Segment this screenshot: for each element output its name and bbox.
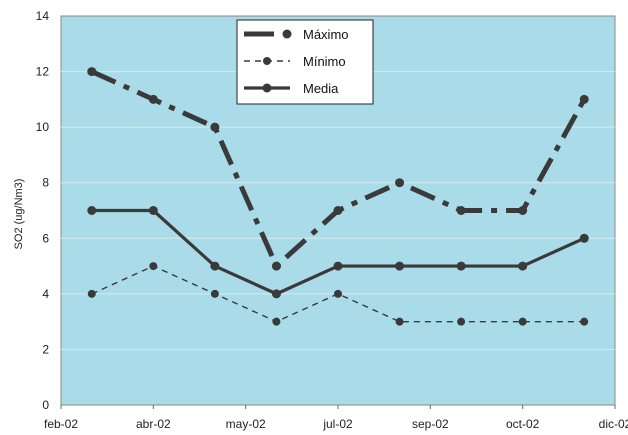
- y-tick-label: 14: [36, 9, 50, 23]
- legend-entry: Media: [244, 81, 339, 96]
- x-tick-label: dic-02: [599, 417, 628, 431]
- series-0: [87, 67, 589, 271]
- data-point: [579, 233, 589, 243]
- legend-marker: [262, 83, 272, 93]
- legend-marker: [263, 57, 271, 65]
- x-tick-label: feb-02: [44, 417, 78, 431]
- x-tick-label: jul-02: [322, 417, 353, 431]
- series-lines: [87, 67, 589, 326]
- y-tick-label: 0: [42, 398, 49, 412]
- series-2: [87, 206, 589, 299]
- data-point: [271, 261, 281, 271]
- data-point: [333, 206, 343, 215]
- data-point: [456, 206, 466, 215]
- data-point: [579, 94, 589, 104]
- data-point: [456, 261, 466, 271]
- y-tick-label: 6: [42, 231, 49, 245]
- series-1: [87, 262, 589, 326]
- data-point: [210, 261, 220, 271]
- legend-label: Media: [303, 81, 339, 96]
- data-point: [518, 261, 528, 271]
- x-tick-label: abr-02: [136, 417, 171, 431]
- y-tick-label: 2: [42, 342, 49, 356]
- data-point: [518, 317, 527, 326]
- legend: Máximo Mínimo Media: [236, 19, 374, 105]
- x-tick-label: oct-02: [506, 417, 540, 431]
- x-tick-label: sep-02: [412, 417, 449, 431]
- y-tick-label: 10: [36, 120, 50, 134]
- legend-entry: Máximo: [244, 27, 349, 42]
- series-line: [91, 265, 585, 323]
- legend-label: Mínimo: [303, 54, 346, 69]
- legend-marker: [282, 29, 292, 39]
- x-tick-label: may-02: [226, 417, 266, 431]
- x-axis-ticks: feb-02 abr-02 may-02 jul-02 sep-02 oct-02 dic-…: [44, 405, 628, 431]
- data-point: [395, 261, 405, 271]
- data-point: [580, 317, 589, 326]
- data-point: [148, 94, 158, 104]
- data-point: [333, 261, 343, 271]
- data-point: [148, 206, 158, 215]
- y-tick-label: 12: [36, 65, 50, 79]
- y-tick-label: 8: [42, 176, 49, 190]
- data-point: [334, 289, 342, 298]
- legend-label: Máximo: [303, 27, 349, 42]
- data-point: [210, 289, 219, 298]
- data-point: [210, 122, 220, 132]
- legend-entry: Mínimo: [244, 54, 346, 69]
- data-point: [395, 317, 404, 326]
- data-point: [518, 206, 528, 215]
- data-point: [87, 289, 96, 298]
- y-axis-label: SO2 (ug/Nm3): [13, 179, 25, 250]
- data-point: [272, 317, 281, 326]
- y-tick-label: 4: [42, 287, 49, 301]
- data-point: [271, 289, 281, 299]
- data-point: [149, 262, 158, 271]
- data-point: [87, 67, 97, 77]
- y-axis-ticks: 0 2 4 6 8 10 12 14: [36, 9, 50, 412]
- data-point: [457, 317, 466, 326]
- data-point: [87, 206, 97, 215]
- data-point: [395, 178, 405, 188]
